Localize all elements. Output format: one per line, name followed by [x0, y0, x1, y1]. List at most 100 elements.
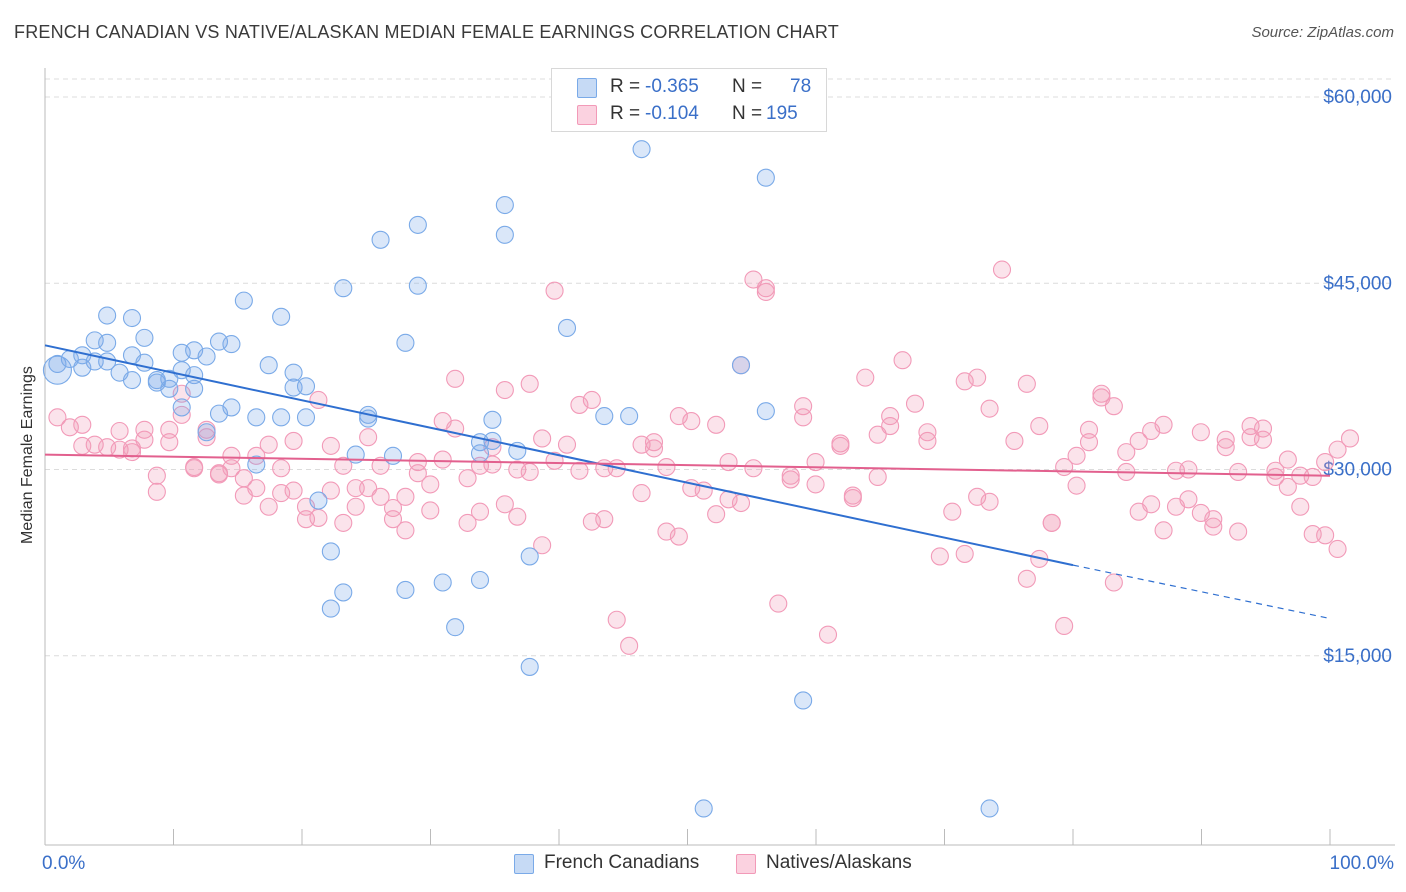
point-native-alaskan — [943, 502, 962, 521]
point-french-canadian — [595, 407, 614, 426]
point-french-canadian — [259, 356, 278, 375]
point-native-alaskan — [831, 436, 850, 455]
point-native-alaskan — [1117, 443, 1136, 462]
point-native-alaskan — [147, 466, 166, 485]
point-native-alaskan — [1229, 462, 1248, 482]
point-native-alaskan — [1216, 430, 1235, 449]
point-native-alaskan — [259, 435, 278, 454]
point-native-alaskan — [781, 470, 800, 489]
point-native-alaskan — [868, 467, 887, 487]
point-native-alaskan — [545, 281, 564, 300]
point-native-alaskan — [1079, 420, 1099, 439]
point-french-canadian — [284, 363, 303, 382]
point-native-alaskan — [1104, 573, 1123, 592]
point-french-canadian — [446, 618, 465, 637]
point-native-alaskan — [644, 433, 664, 452]
point-french-canadian — [756, 168, 775, 187]
point-french-canadian — [433, 573, 452, 592]
legend-n-value: 78 — [790, 76, 812, 97]
trend-line-french-canadians-extension — [1072, 564, 1331, 620]
point-french-canadian — [160, 379, 179, 398]
point-native-alaskan — [1154, 521, 1173, 540]
point-native-alaskan — [470, 502, 490, 521]
point-native-alaskan — [396, 521, 415, 540]
point-french-canadian — [632, 140, 651, 159]
point-native-alaskan — [321, 436, 340, 455]
point-french-canadian — [371, 230, 390, 249]
point-native-alaskan — [421, 501, 440, 520]
point-native-alaskan — [1216, 438, 1235, 457]
point-native-alaskan — [334, 513, 353, 532]
point-native-alaskan — [881, 407, 900, 426]
point-native-alaskan — [707, 415, 726, 434]
point-native-alaskan — [980, 399, 999, 418]
point-native-alaskan — [446, 369, 465, 388]
point-native-alaskan — [272, 459, 291, 478]
point-native-alaskan — [359, 479, 378, 498]
point-native-alaskan — [135, 420, 154, 439]
point-native-alaskan — [48, 408, 67, 427]
point-native-alaskan — [1328, 440, 1347, 459]
point-french-canadian — [247, 408, 266, 427]
point-french-canadian — [172, 398, 191, 417]
point-french-canadian — [980, 799, 999, 818]
point-french-canadian — [321, 542, 340, 561]
point-native-alaskan — [284, 481, 303, 500]
point-native-alaskan — [682, 412, 701, 431]
point-french-canadian — [247, 455, 266, 474]
point-native-alaskan — [744, 270, 763, 289]
point-native-alaskan — [222, 446, 241, 465]
point-native-alaskan — [533, 429, 552, 448]
point-native-alaskan — [1017, 569, 1036, 588]
legend-n-label: N = — [732, 76, 763, 97]
point-french-canadian — [334, 583, 353, 602]
point-french-canadian — [731, 356, 751, 375]
point-french-canadian — [495, 225, 514, 244]
point-native-alaskan — [744, 459, 763, 478]
point-french-canadian — [396, 580, 415, 599]
point-native-alaskan — [359, 428, 378, 447]
point-native-alaskan — [607, 610, 626, 629]
point-native-alaskan — [346, 497, 365, 516]
point-french-canadian — [694, 799, 713, 818]
point-french-canadian — [234, 291, 253, 310]
point-native-alaskan — [520, 374, 539, 393]
point-french-canadian — [135, 328, 154, 347]
point-native-alaskan — [1017, 374, 1036, 393]
point-native-alaskan — [557, 435, 577, 454]
point-native-alaskan — [334, 456, 353, 475]
point-french-canadian — [272, 408, 291, 427]
point-native-alaskan — [234, 469, 253, 488]
point-native-alaskan — [1278, 450, 1297, 469]
point-native-alaskan — [968, 368, 987, 387]
point-native-alaskan — [396, 487, 415, 506]
point-native-alaskan — [881, 416, 900, 436]
point-native-alaskan — [1179, 460, 1198, 479]
point-native-alaskan — [185, 457, 204, 477]
point-native-alaskan — [1104, 397, 1123, 416]
point-french-canadian — [98, 333, 117, 352]
point-native-alaskan — [719, 452, 738, 472]
point-native-alaskan — [1303, 467, 1322, 487]
point-native-alaskan — [856, 368, 875, 387]
point-native-alaskan — [520, 462, 539, 482]
point-french-canadian — [222, 335, 241, 354]
point-native-alaskan — [495, 495, 514, 514]
point-native-alaskan — [657, 457, 676, 477]
point-native-alaskan — [644, 439, 664, 458]
y-tick-label: $15,000 — [1323, 646, 1392, 667]
point-native-alaskan — [756, 282, 775, 301]
point-native-alaskan — [408, 464, 427, 483]
point-native-alaskan — [135, 430, 154, 449]
point-native-alaskan — [1278, 477, 1297, 496]
point-native-alaskan — [110, 421, 129, 441]
legend-n-value: 195 — [766, 103, 798, 124]
point-native-alaskan — [669, 527, 688, 546]
point-native-alaskan — [1129, 431, 1148, 450]
point-native-alaskan — [794, 408, 813, 427]
legend-swatch-blue — [577, 78, 597, 98]
legend-row-natives-alaskans: R = -0.104 N = 195 — [552, 101, 826, 129]
legend-row-french-canadians: R = -0.365 N = 78 — [552, 74, 826, 102]
point-french-canadian — [160, 369, 179, 388]
y-tick-label: $60,000 — [1323, 87, 1392, 108]
